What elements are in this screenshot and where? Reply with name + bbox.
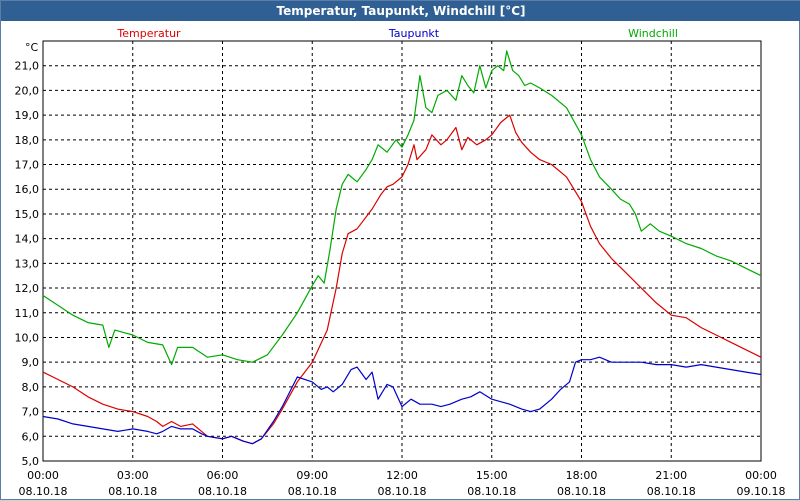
y-unit-label: °C <box>25 41 39 54</box>
legend-taupunkt: Taupunkt <box>388 27 440 40</box>
y-tick-label: 16,0 <box>15 183 40 196</box>
y-tick-label: 9,0 <box>22 356 40 369</box>
series-lines <box>42 50 762 445</box>
x-tick-time: 21:00 <box>655 469 687 482</box>
y-tick-label: 13,0 <box>15 257 40 270</box>
x-tick-time: 12:00 <box>386 469 418 482</box>
y-tick-label: 10,0 <box>15 331 40 344</box>
legend-temperatur: Temperatur <box>116 27 181 40</box>
x-tick-date: 08.10.18 <box>557 485 606 498</box>
x-tick-time: 09:00 <box>296 469 328 482</box>
x-tick-date: 08.10.18 <box>198 485 247 498</box>
window-title: Temperatur, Taupunkt, Windchill [°C] <box>1 1 800 21</box>
y-tick-label: 8,0 <box>22 381 40 394</box>
y-tick-label: 15,0 <box>15 208 40 221</box>
series-line-taupunkt <box>42 356 762 445</box>
x-tick-date: 08.10.18 <box>19 485 68 498</box>
y-tick-label: 20,0 <box>15 84 40 97</box>
x-tick-time: 00:00 <box>27 469 59 482</box>
y-tick-label: 6,0 <box>22 430 40 443</box>
x-tick-date: 09.10.18 <box>737 485 786 498</box>
y-tick-label: 19,0 <box>15 109 40 122</box>
grid-lines <box>43 41 761 461</box>
series-line-temperatur <box>42 114 762 445</box>
x-tick-time: 06:00 <box>207 469 239 482</box>
y-tick-label: 18,0 <box>15 134 40 147</box>
x-tick-date: 08.10.18 <box>108 485 157 498</box>
legend: Temperatur Taupunkt Windchill <box>116 27 678 40</box>
y-tick-label: 7,0 <box>22 406 40 419</box>
y-tick-label: 14,0 <box>15 233 40 246</box>
x-tick-time: 00:00 <box>745 469 777 482</box>
y-tick-label: 12,0 <box>15 282 40 295</box>
x-tick-time: 18:00 <box>566 469 598 482</box>
y-tick-label: 11,0 <box>15 307 40 320</box>
series-line-windchill <box>42 50 762 366</box>
x-tick-labels: 00:00 08.10.18 03:00 08.10.18 06:00 08.10.18 0… <box>19 469 786 498</box>
y-tick-label: 17,0 <box>15 159 40 172</box>
x-tick-time: 03:00 <box>117 469 149 482</box>
x-tick-date: 08.10.18 <box>378 485 427 498</box>
x-tick-date: 08.10.18 <box>288 485 337 498</box>
y-tick-labels: 5,0 6,0 7,0 8,0 9,0 10,0 11,0 12,0 13,0 14,0 15,0 1… <box>15 60 40 468</box>
x-tick-date: 08.10.18 <box>467 485 516 498</box>
y-tick-label: 5,0 <box>22 455 40 468</box>
legend-windchill: Windchill <box>628 27 678 40</box>
plot-area-border <box>42 40 762 462</box>
y-tick-label: 21,0 <box>15 60 40 73</box>
x-tick-time: 15:00 <box>476 469 508 482</box>
x-tick-date: 08.10.18 <box>647 485 696 498</box>
